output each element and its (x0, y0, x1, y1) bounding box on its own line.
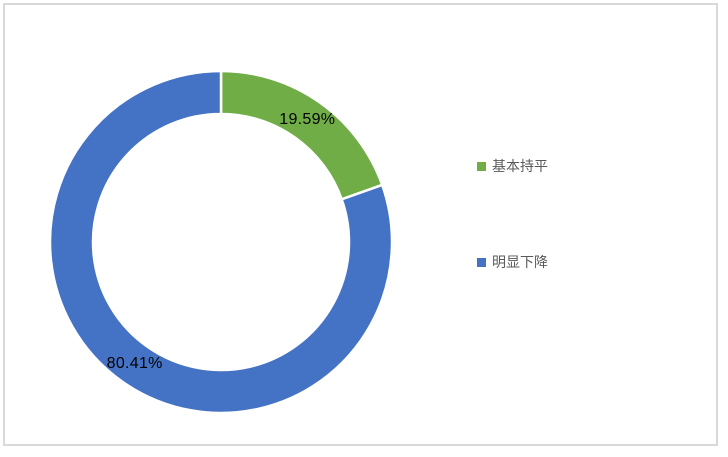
donut-slice-0[interactable] (219, 69, 384, 201)
donut-slice-1[interactable] (48, 69, 394, 415)
slice-label-1: 80.41% (106, 355, 163, 373)
legend-marker-icon-0 (477, 161, 486, 171)
legend-marker-icon-1 (477, 257, 486, 267)
legend-label-1: 明显下降 (492, 254, 548, 270)
slice-label-0: 19.59% (279, 110, 336, 128)
legend-label-0: 基本持平 (492, 158, 548, 174)
legend-item-basically-flat[interactable]: 基本持平 (477, 156, 548, 176)
legend-item-obvious-decline[interactable]: 明显下降 (477, 252, 548, 272)
